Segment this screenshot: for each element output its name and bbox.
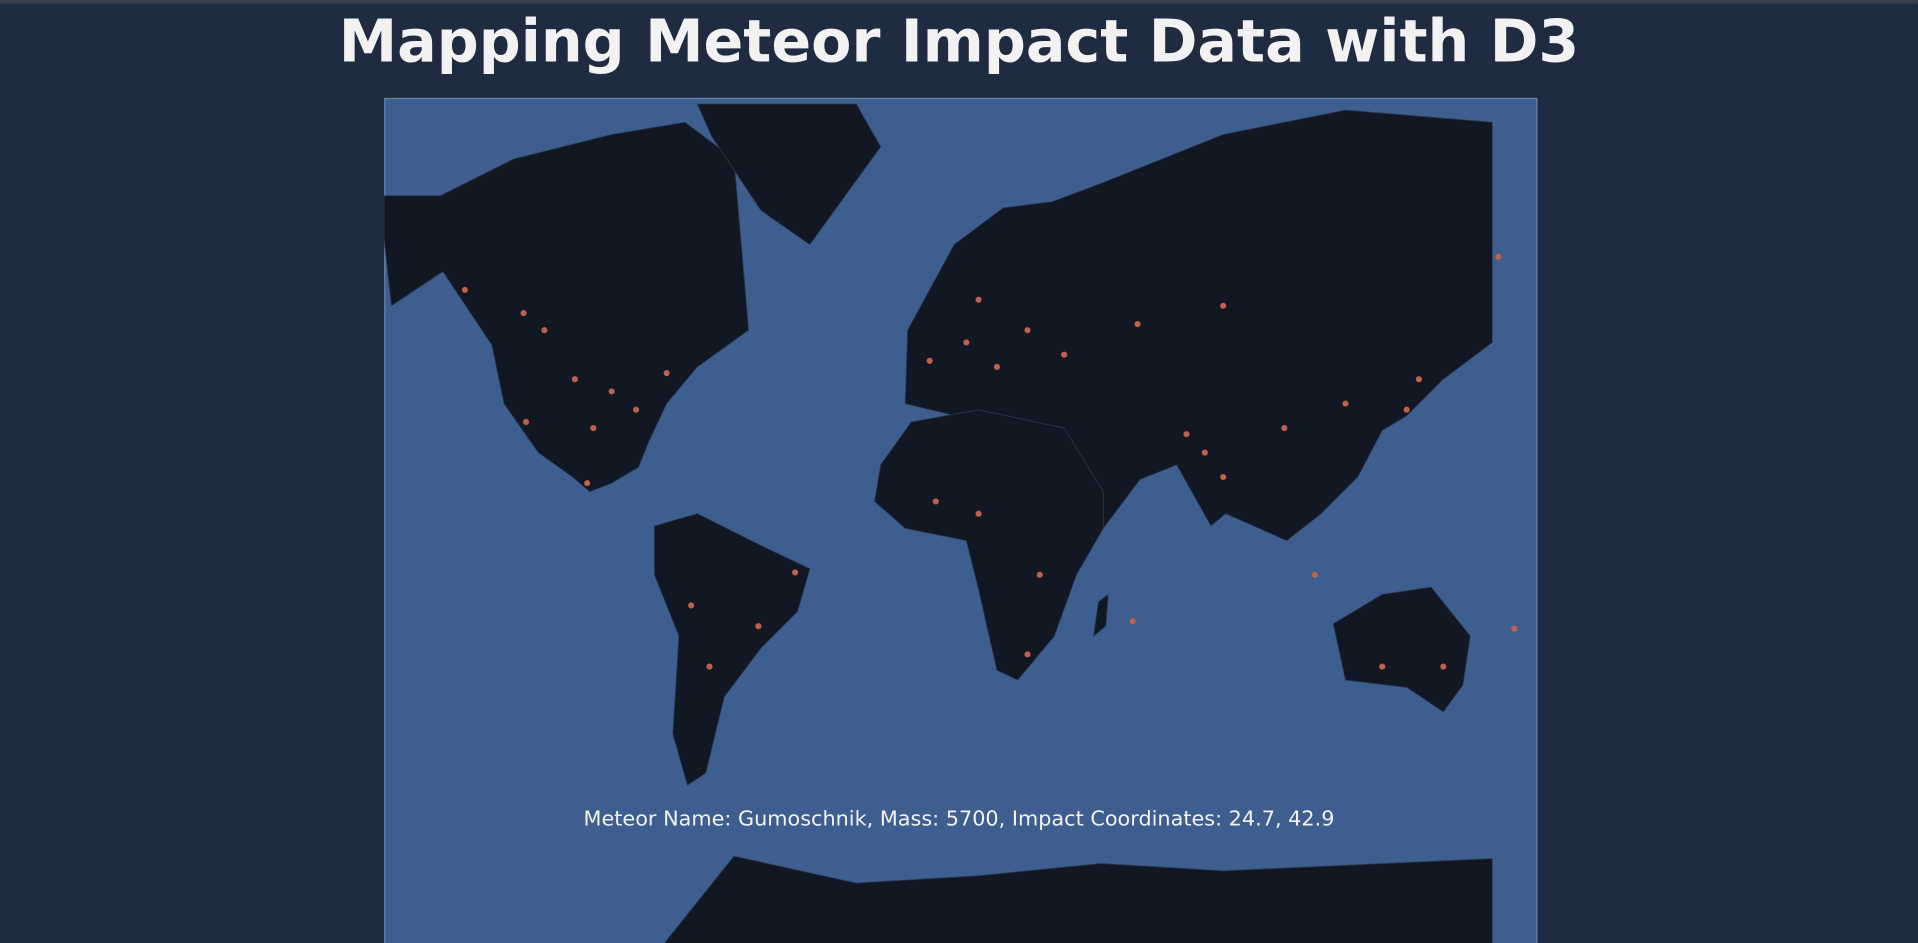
north-america <box>384 121 750 493</box>
antarctica <box>664 855 1493 943</box>
meteor-point <box>975 510 982 517</box>
meteor-point <box>792 569 799 576</box>
meteor-point <box>461 286 468 293</box>
meteor-point <box>1183 431 1190 438</box>
meteor-point <box>608 388 615 395</box>
meteor-point <box>706 663 713 670</box>
meteor-point <box>963 339 970 346</box>
meteor-point <box>1036 571 1043 578</box>
meteor-point <box>1415 376 1422 383</box>
meteor-point <box>1024 651 1031 658</box>
meteor-point <box>1134 321 1141 328</box>
meteor-point <box>1495 253 1502 260</box>
meteor-point <box>541 327 548 334</box>
meteor-point <box>993 363 1000 370</box>
meteor-point <box>633 406 640 413</box>
south-america <box>654 513 811 786</box>
meteor-point <box>590 425 597 432</box>
meteor-point <box>1440 663 1447 670</box>
meteor-points <box>461 253 1518 670</box>
meteor-point <box>584 480 591 487</box>
meteor-point <box>1220 302 1227 309</box>
madagascar <box>1093 593 1109 637</box>
meteor-point <box>1129 618 1136 625</box>
australia <box>1332 586 1471 713</box>
africa <box>874 409 1104 681</box>
meteor-point <box>571 376 579 383</box>
meteor-point <box>522 418 530 426</box>
meteor-point <box>1281 425 1288 432</box>
meteor-point <box>1061 351 1068 358</box>
meteor-point <box>1201 449 1208 456</box>
meteor-point <box>1220 473 1227 481</box>
top-bar <box>0 0 1918 4</box>
page-title: Mapping Meteor Impact Data with D3 <box>339 7 1580 75</box>
meteor-point <box>688 602 695 609</box>
meteor-point <box>1403 406 1410 413</box>
meteor-point <box>1311 571 1318 578</box>
meteor-point <box>1342 400 1349 407</box>
meteor-point <box>663 369 670 377</box>
meteor-point <box>755 623 762 630</box>
meteor-point <box>926 357 933 364</box>
meteor-point <box>520 310 527 317</box>
greenland <box>696 103 882 246</box>
meteor-point <box>975 296 982 303</box>
meteor-point <box>1024 327 1031 334</box>
meteor-info: Meteor Name: Gumoschnik, Mass: 5700, Imp… <box>584 806 1335 830</box>
meteor-point <box>932 498 939 505</box>
map-land <box>384 103 1493 943</box>
meteor-point <box>1511 625 1518 632</box>
meteor-point <box>1379 663 1386 670</box>
